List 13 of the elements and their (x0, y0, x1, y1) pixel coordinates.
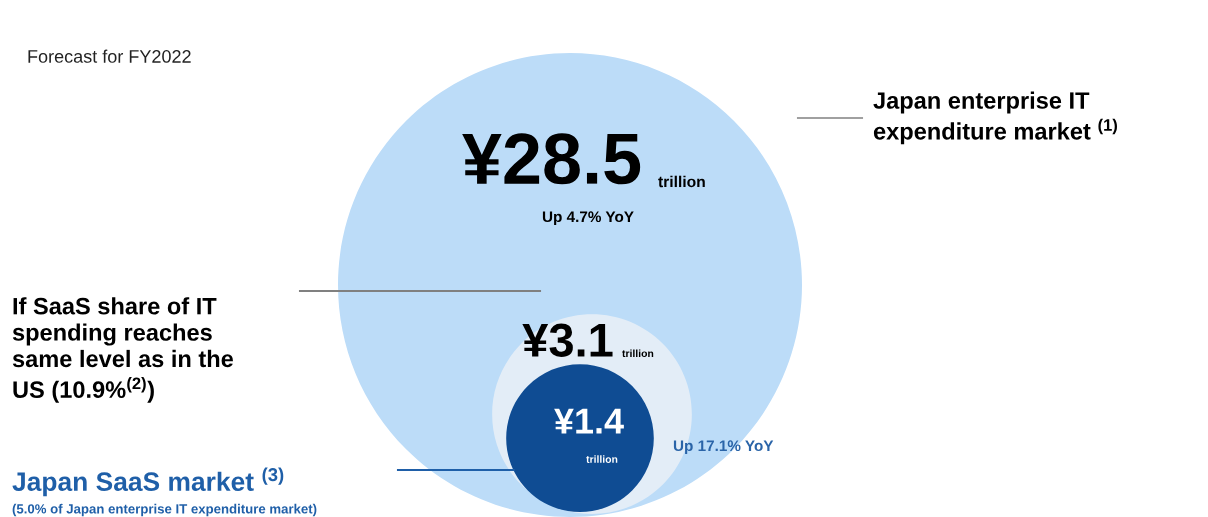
category-label: Japan enterprise IT expenditure market $^{(1)}$ (873, 91, 1117, 145)
category-label: If SaaS share of IT spending reaches same level as in the US (10.9%$^{(2)}$) (12, 297, 233, 403)
category-label: Japan SaaS market $^{(3)}$ (12, 467, 284, 497)
data-label: ¥28.5 (462, 133, 641, 185)
text: trillion (622, 349, 654, 358)
data-label: ¥1.4 (554, 408, 624, 434)
text: Up 17.1% YoY (673, 440, 774, 455)
data-label: ¥3.1 (522, 323, 613, 357)
text: trillion (658, 175, 705, 188)
text: Up 4.7% YoY (542, 211, 634, 226)
text: Forecast for FY2022 (28, 49, 191, 63)
text: trillion (586, 455, 618, 463)
text: (5.0% of Japan enterprise IT expenditure market) (12, 503, 317, 517)
